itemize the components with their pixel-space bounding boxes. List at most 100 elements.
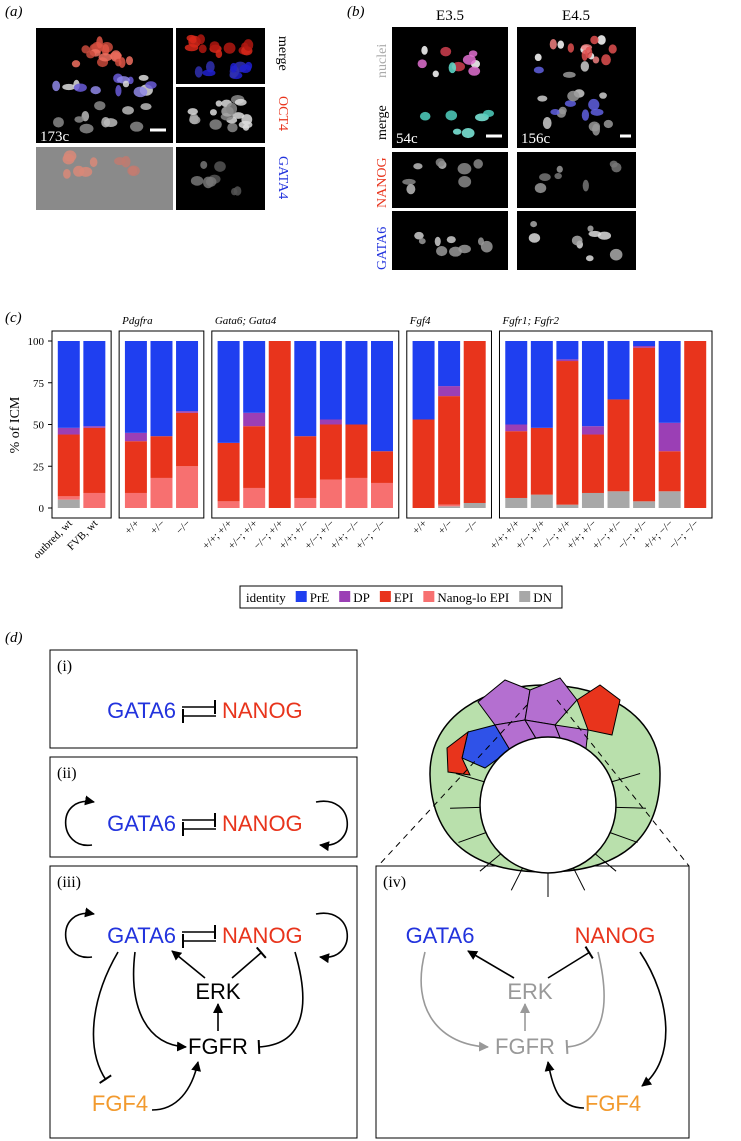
nucleus — [449, 246, 462, 257]
x-tick-label: +/− — [436, 518, 455, 537]
legend-swatch — [295, 591, 307, 602]
bar-segment — [607, 341, 630, 400]
y-tick-label: 75 — [33, 378, 45, 390]
box — [49, 649, 358, 749]
panel-frame — [211, 330, 400, 519]
stage-label: E4.5 — [562, 8, 590, 24]
bar-segment — [319, 424, 342, 480]
node: NANOG — [222, 811, 303, 836]
bar-segment — [581, 434, 604, 493]
legend-label: Nanog-lo EPI — [437, 590, 509, 605]
box-label: (iv) — [383, 874, 406, 891]
nucleus — [567, 43, 575, 53]
self-activation — [315, 800, 349, 852]
node: GATA6 — [107, 811, 176, 836]
nucleus — [233, 186, 242, 196]
nucleus — [241, 114, 253, 125]
bar-segment — [607, 491, 630, 508]
nucleus — [122, 80, 130, 88]
bar-segment — [658, 341, 681, 423]
nucleus — [245, 61, 253, 71]
bar-segment — [176, 411, 199, 413]
nucleus — [434, 236, 441, 247]
bar-segment — [607, 399, 630, 492]
nucleus — [539, 173, 551, 182]
bar-segment — [530, 341, 553, 428]
nucleus — [483, 109, 495, 118]
nucleus — [436, 246, 448, 257]
nucleus — [73, 165, 85, 177]
nucleus — [462, 54, 476, 65]
nucleus — [98, 53, 113, 62]
bar-segment — [176, 341, 199, 412]
nucleus — [63, 168, 71, 179]
bar-segment — [438, 396, 461, 505]
bar-segment — [658, 451, 681, 492]
channel-label: NANOG — [375, 157, 390, 208]
bar-segment — [217, 341, 240, 443]
x-tick-label: −/− — [461, 518, 480, 537]
bar-segment — [294, 341, 317, 437]
nucleus — [205, 176, 217, 187]
bar-segment — [57, 434, 80, 497]
nucleus — [597, 35, 606, 45]
box-label: (iii) — [57, 874, 81, 891]
nucleus — [557, 40, 565, 49]
nucleus — [458, 175, 472, 188]
legend-swatch — [339, 591, 351, 602]
legend-label: PrE — [310, 590, 330, 605]
nucleus — [186, 34, 196, 42]
inhibition — [231, 946, 267, 979]
micrograph — [36, 147, 173, 210]
nucleus — [528, 233, 541, 243]
nucleus — [234, 98, 247, 106]
self-activation — [64, 795, 95, 846]
nucleus — [74, 116, 84, 123]
nucleus — [229, 71, 237, 79]
bar-segment — [581, 426, 604, 435]
micrograph — [176, 87, 265, 143]
group-title: Gata6; Gata4 — [215, 315, 277, 327]
channel-label: merge — [275, 36, 290, 71]
channel-label: GATA6 — [375, 227, 390, 270]
nucleus — [62, 83, 76, 91]
cell-border — [479, 853, 502, 872]
bar-segment — [124, 492, 147, 508]
activation — [151, 1061, 201, 1111]
bar-segment — [684, 341, 707, 508]
panel-frame — [118, 330, 205, 519]
cell-border — [450, 806, 481, 809]
bar-segment — [150, 341, 173, 437]
bar-segment — [83, 492, 106, 508]
nucleus — [567, 90, 580, 102]
bar-segment — [371, 451, 393, 483]
nucleus — [114, 157, 126, 166]
nucleus — [542, 116, 552, 129]
micrograph — [517, 27, 636, 148]
nucleus — [550, 108, 561, 115]
panel-d: (d) (i) (ii) (iii) (iv) GATA6 NANOG GATA… — [5, 630, 690, 1139]
nucleus — [118, 57, 126, 69]
y-tick-label: 0 — [39, 503, 45, 515]
nucleus — [52, 80, 61, 92]
bar-segment — [57, 341, 80, 428]
bar-segment — [658, 491, 681, 508]
zoom-line — [377, 704, 528, 867]
bar-segment — [124, 432, 147, 442]
nucleus — [448, 62, 457, 74]
bar-segment — [243, 426, 266, 488]
cell-border — [609, 832, 638, 843]
nucleus — [530, 221, 538, 228]
bar-segment — [633, 501, 656, 508]
box-label: (i) — [57, 658, 72, 675]
bar-segment — [633, 346, 656, 348]
zoom-line — [556, 699, 690, 867]
panel-b: (b) E3.5 E4.5 54c 156c nuclei merge NANO… — [347, 4, 636, 270]
nucleus — [581, 109, 590, 121]
nucleus — [603, 119, 613, 129]
nucleus — [534, 183, 547, 194]
bar-segment — [294, 497, 317, 508]
nucleus — [592, 56, 600, 64]
cell-count: 156c — [521, 131, 551, 147]
nucleus — [133, 86, 148, 98]
